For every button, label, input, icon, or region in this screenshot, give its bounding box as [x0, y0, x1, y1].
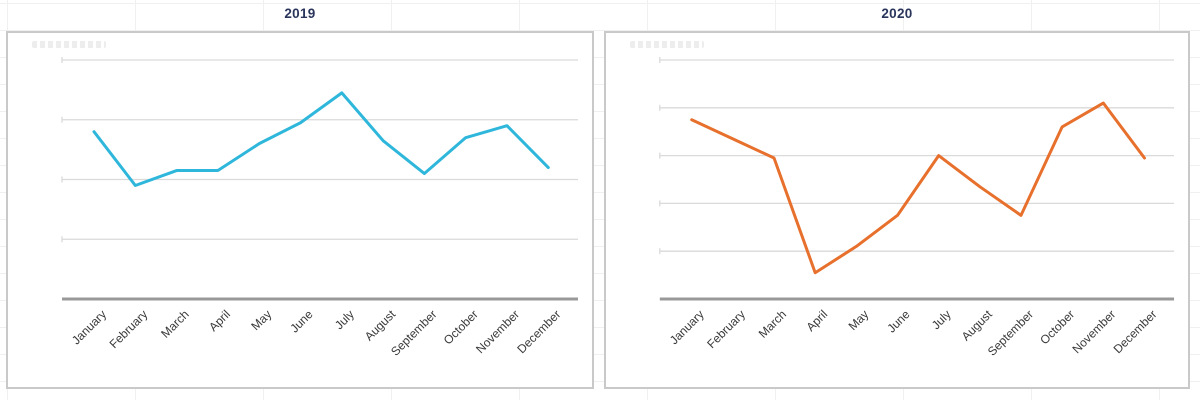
x-axis-label: December	[514, 307, 563, 356]
x-axis-label: August	[959, 307, 996, 344]
x-axis-label: April	[803, 307, 830, 334]
x-axis-label: March	[756, 307, 789, 340]
faint-watermark	[630, 41, 704, 48]
x-axis-label: January	[667, 307, 707, 347]
x-axis-label: June	[287, 307, 316, 336]
x-axis-label: December	[1111, 307, 1160, 356]
x-axis-label: July	[929, 307, 954, 332]
x-axis-label: October	[1037, 307, 1077, 347]
x-axis-label: January	[69, 307, 109, 347]
series-line-2020[interactable]	[690, 101, 1146, 275]
x-axis-label: August	[362, 307, 399, 344]
x-axis-label: May	[846, 307, 872, 333]
chart-title-2020: 2020	[881, 6, 913, 21]
chart-title-2019: 2019	[284, 6, 316, 21]
faint-watermark	[32, 41, 106, 48]
x-axis-label: November	[1070, 307, 1119, 356]
x-axis-label: November	[473, 307, 522, 356]
x-axis-label: February	[107, 307, 151, 351]
x-axis-label: February	[704, 307, 748, 351]
series-line-2019[interactable]	[92, 91, 550, 187]
x-axis-label: October	[441, 307, 481, 347]
chart-panel-2020[interactable]: January February March April May June July Augu…	[604, 31, 1190, 389]
x-axis-label: April	[206, 307, 233, 334]
chart-panel-2019[interactable]: January February March April May June July Augu…	[6, 31, 594, 389]
x-axis-label: May	[248, 307, 274, 333]
x-axis-label: July	[332, 307, 357, 332]
x-axis-label: June	[884, 307, 912, 336]
x-axis-label: March	[158, 307, 191, 340]
